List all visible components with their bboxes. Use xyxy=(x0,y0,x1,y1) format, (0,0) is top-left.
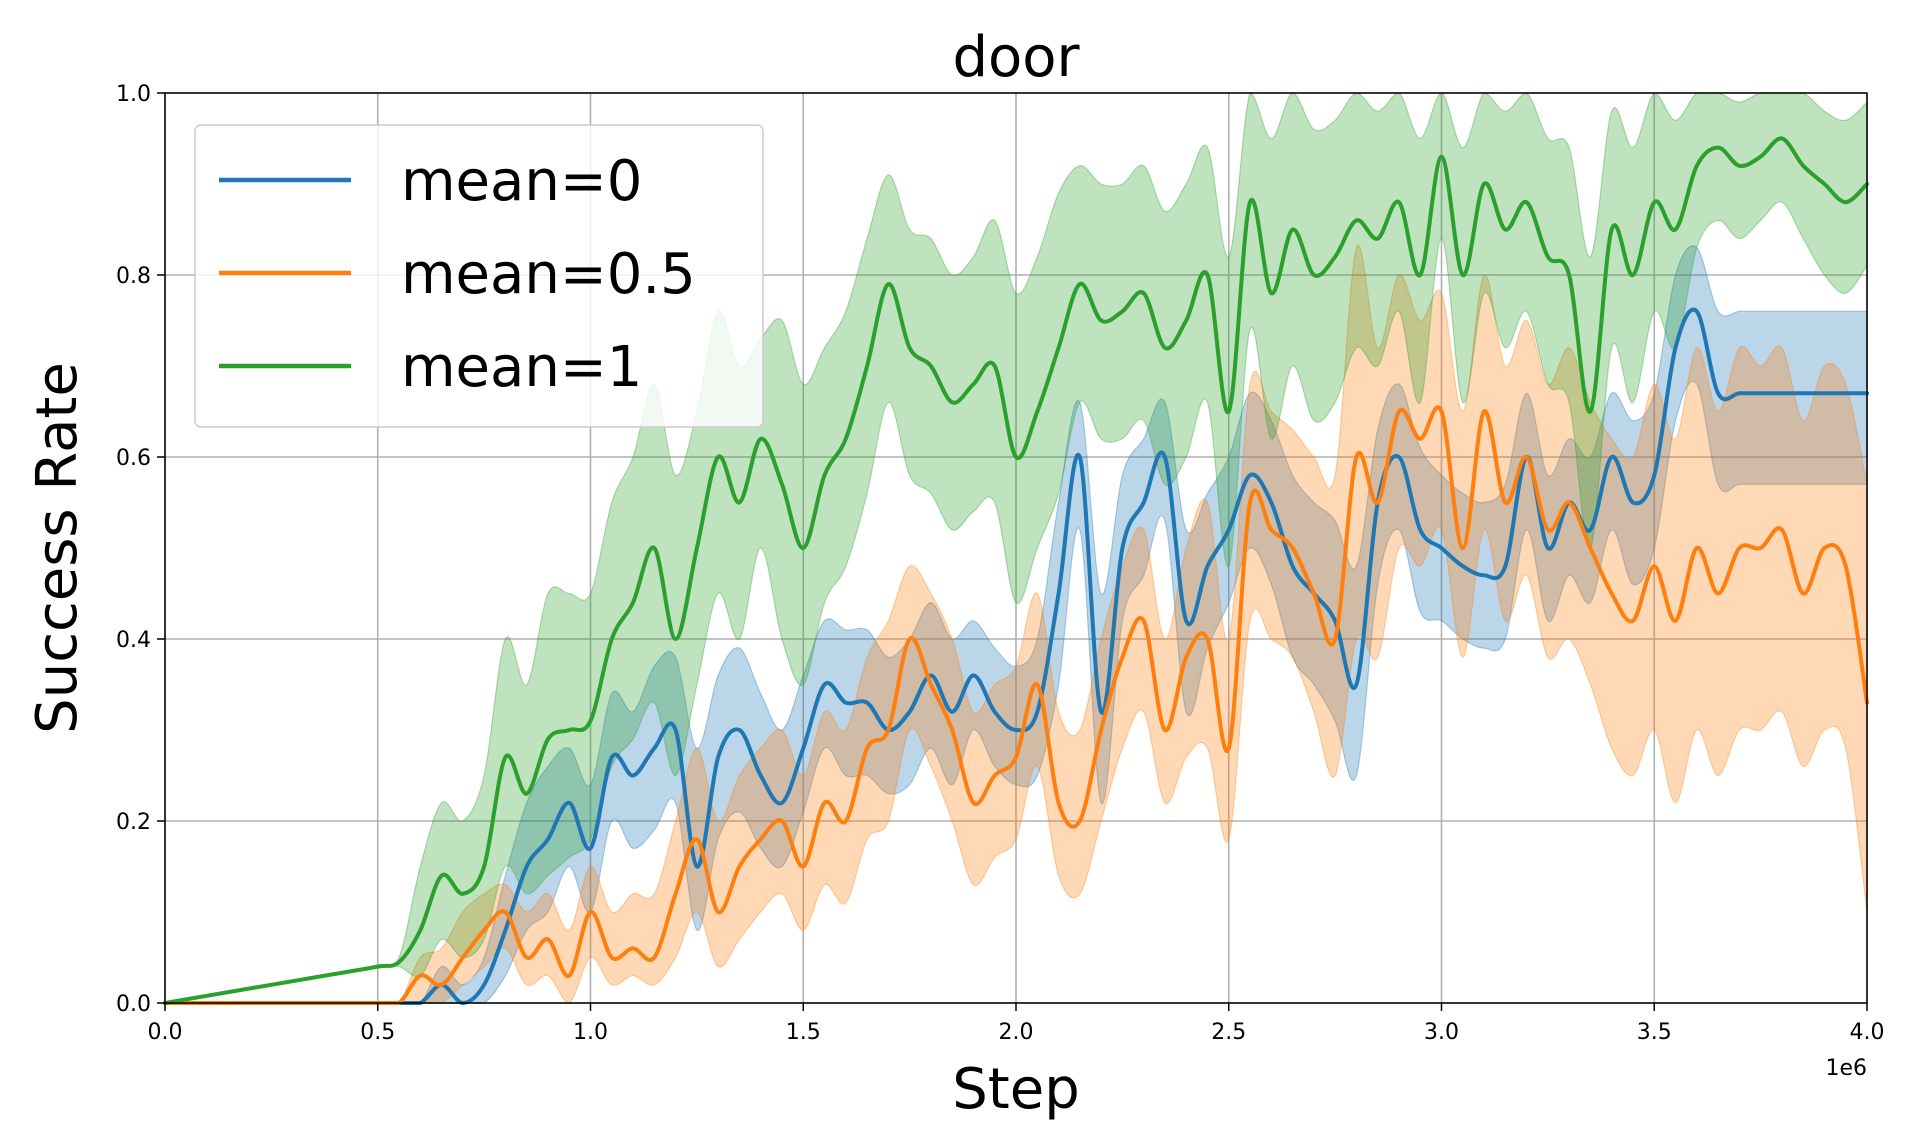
x-tick-label: 4.0 xyxy=(1850,1020,1885,1045)
x-tick-label: 2.5 xyxy=(1211,1020,1246,1045)
y-tick-label: 0.6 xyxy=(116,446,151,471)
y-tick-label: 0.8 xyxy=(116,264,151,289)
x-tick-label: 2.0 xyxy=(999,1020,1034,1045)
chart-title: door xyxy=(952,25,1080,90)
legend-label-mean-0-5: mean=0.5 xyxy=(401,242,696,307)
band-mean-0 xyxy=(165,245,1868,1004)
series-line-mean-0-5 xyxy=(163,405,1869,1005)
y-tick-label: 0.4 xyxy=(116,628,151,653)
x-tick-label: 0.5 xyxy=(360,1020,395,1045)
x-tick-label: 0.0 xyxy=(148,1020,183,1045)
band-mean-1 xyxy=(164,92,1868,1004)
series-lines xyxy=(163,136,1869,1005)
y-axis-title: Success Rate xyxy=(25,362,90,734)
legend-label-mean-1: mean=1 xyxy=(401,335,642,400)
x-axis-ticks: 0.0 0.5 1.0 1.5 2.0 2.5 3.0 3.5 4.0 xyxy=(148,1003,1885,1045)
y-tick-label: 0.2 xyxy=(116,810,151,835)
band-mean-0-5 xyxy=(165,244,1868,1004)
y-axis-ticks: 0.0 0.2 0.4 0.6 0.8 1.0 xyxy=(116,82,165,1017)
y-tick-label: 1.0 xyxy=(116,82,151,107)
legend-label-mean-0: mean=0 xyxy=(401,149,642,214)
x-tick-label: 3.0 xyxy=(1424,1020,1459,1045)
y-tick-label: 0.0 xyxy=(116,992,151,1017)
x-axis-title: Step xyxy=(952,1057,1080,1122)
confidence-bands xyxy=(164,92,1868,1004)
x-tick-label: 1.5 xyxy=(786,1020,821,1045)
legend: mean=0 mean=0.5 mean=1 xyxy=(194,124,764,428)
legend-box xyxy=(194,124,764,428)
x-tick-label: 3.5 xyxy=(1637,1020,1672,1045)
x-tick-label: 1.0 xyxy=(573,1020,608,1045)
x-axis-offset-label: 1e6 xyxy=(1825,1056,1867,1081)
series-line-mean-1 xyxy=(163,136,1869,1005)
series-line-mean-0 xyxy=(163,307,1869,1005)
